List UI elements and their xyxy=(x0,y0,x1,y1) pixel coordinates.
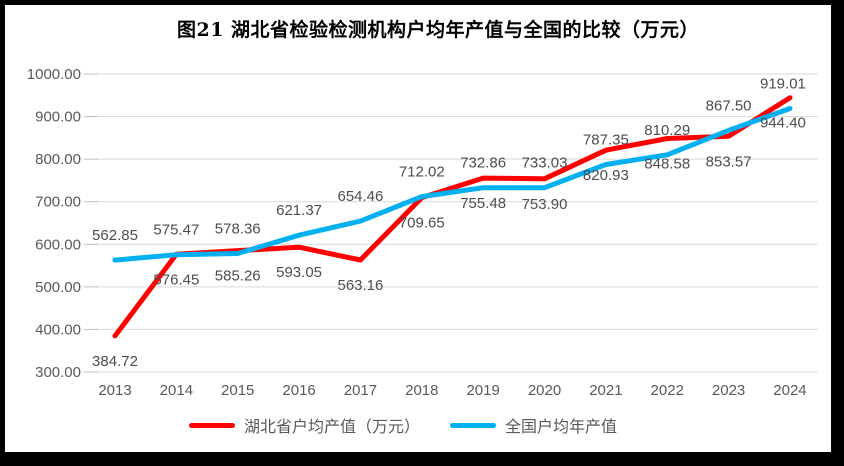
data-label: 753.90 xyxy=(522,196,568,213)
data-label: 585.26 xyxy=(215,268,261,285)
data-label: 563.16 xyxy=(337,277,383,294)
x-axis-label: 2019 xyxy=(466,382,499,399)
y-axis-label: 800.00 xyxy=(35,151,81,168)
data-label: 562.85 xyxy=(92,227,138,244)
x-axis-label: 2024 xyxy=(773,382,806,399)
series-line-national xyxy=(112,106,793,263)
legend: 湖北省户均产值（万元） 全国户均年产值 xyxy=(5,413,801,437)
data-label: 820.93 xyxy=(583,167,629,184)
x-axis-label: 2018 xyxy=(405,382,438,399)
x-axis-label: 2016 xyxy=(282,382,315,399)
data-label: 853.57 xyxy=(706,153,752,170)
data-label: 810.29 xyxy=(644,122,690,139)
data-label: 867.50 xyxy=(706,97,752,114)
data-label: 384.72 xyxy=(92,353,138,370)
data-label: 575.47 xyxy=(153,222,199,239)
legend-label-national: 全国户均年产值 xyxy=(505,419,618,436)
y-axis-label: 500.00 xyxy=(35,279,81,296)
legend-label-hubei: 湖北省户均产值（万元） xyxy=(243,419,420,436)
legend-line-blue-icon xyxy=(450,422,496,428)
data-label: 709.65 xyxy=(399,215,445,232)
data-label: 576.45 xyxy=(153,271,199,288)
data-label: 848.58 xyxy=(644,155,690,172)
y-axis-label: 700.00 xyxy=(35,194,81,211)
x-axis-label: 2015 xyxy=(221,382,254,399)
y-axis-label: 1000.00 xyxy=(27,66,81,83)
x-axis-label: 2013 xyxy=(98,382,131,399)
data-label: 944.40 xyxy=(760,115,806,132)
legend-item-national: 全国户均年产值 xyxy=(450,413,617,437)
y-axis-label: 900.00 xyxy=(35,109,81,126)
data-label: 755.48 xyxy=(460,195,506,212)
data-label: 593.05 xyxy=(276,264,322,281)
data-label: 712.02 xyxy=(399,164,445,181)
x-axis-label: 2020 xyxy=(528,382,561,399)
x-axis-label: 2021 xyxy=(589,382,622,399)
data-label: 787.35 xyxy=(583,132,629,149)
data-label: 732.86 xyxy=(460,155,506,172)
line-chart-canvas: 1000.00 900.00 800.00 700.00 600.00 500.00 400… xyxy=(27,66,818,399)
data-label: 621.37 xyxy=(276,202,322,219)
x-axis-label: 2022 xyxy=(651,382,684,399)
data-label: 919.01 xyxy=(760,75,806,92)
y-axis-label: 300.00 xyxy=(35,364,81,381)
y-axis-label: 400.00 xyxy=(35,321,81,338)
chart-title: 图21 湖北省检验检测机构户均年产值与全国的比较（万元） xyxy=(176,19,700,41)
legend-line-red-icon xyxy=(188,422,235,428)
y-axis-label: 600.00 xyxy=(35,236,81,253)
data-label: 733.03 xyxy=(522,155,568,172)
data-label: 578.36 xyxy=(215,220,261,237)
data-label: 654.46 xyxy=(337,188,383,205)
x-axis-label: 2017 xyxy=(344,382,377,399)
x-axis-label: 2023 xyxy=(712,382,745,399)
legend-item-hubei: 湖北省户均产值（万元） xyxy=(188,413,420,437)
x-axis-label: 2014 xyxy=(160,382,193,399)
